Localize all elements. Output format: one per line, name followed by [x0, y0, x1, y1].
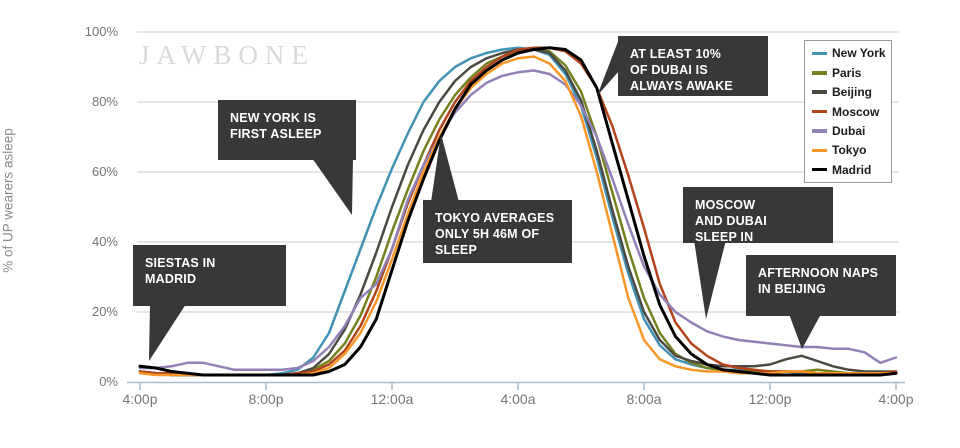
legend-label: Paris: [832, 65, 862, 80]
legend-item-tokyo: Tokyo: [812, 143, 891, 157]
legend-swatch-icon: [812, 71, 827, 75]
legend-swatch-icon: [812, 51, 827, 56]
x-axis-tick-label-12:00p: 12:00p: [748, 391, 792, 407]
x-axis-tick-label-12:00a: 12:00a: [370, 391, 414, 407]
callout-pointer-beijing-naps: [789, 314, 821, 349]
callout-beijing-naps: AFTERNOON NAPS IN BEIJING: [746, 255, 896, 316]
callout-siestas-madrid: SIESTAS IN MADRID: [133, 245, 286, 306]
legend-label: Tokyo: [832, 143, 867, 158]
legend-label: Beijing: [832, 85, 873, 100]
callout-tokyo-average: TOKYO AVERAGES ONLY 5H 46M OF SLEEP: [423, 200, 572, 263]
legend-item-beijing: Beijing: [812, 85, 891, 99]
y-axis-title: % of UP wearers asleep: [0, 128, 16, 273]
callout-pointer-new-york-first: [312, 158, 353, 215]
x-axis-tick-label-4:00p: 4:00p: [122, 391, 158, 407]
legend-item-madrid: Madrid: [812, 163, 891, 177]
series-line-dubai: [138, 69, 898, 372]
legend-item-new-york: New York: [812, 46, 891, 60]
x-axis-tick-label-8:00p: 8:00p: [248, 391, 284, 407]
y-axis-tick-label-60%: 60%: [91, 164, 118, 179]
x-axis-tick-label-8:00a: 8:00a: [626, 391, 662, 407]
legend-swatch-icon: [812, 148, 827, 152]
legend-label: New York: [832, 46, 886, 61]
legend-label: Madrid: [832, 162, 872, 177]
series-line-madrid: [138, 46, 898, 377]
y-axis-tick-label-80%: 80%: [91, 94, 118, 109]
legend-label: Dubai: [832, 123, 866, 138]
callout-new-york-first: NEW YORK IS FIRST ASLEEP: [218, 100, 356, 160]
y-axis-tick-label-40%: 40%: [91, 234, 118, 249]
x-axis-tick-label-4:00a: 4:00a: [500, 391, 536, 407]
callout-pointer-siestas-madrid: [149, 304, 186, 361]
y-axis-tick-label-100%: 100%: [84, 24, 118, 39]
legend-item-moscow: Moscow: [812, 105, 891, 119]
jawbone-logo: JAWBONE: [139, 40, 315, 70]
callout-dubai-awake: AT LEAST 10% OF DUBAI IS ALWAYS AWAKE: [618, 36, 768, 96]
x-axis-tick-label-4:00p: 4:00p: [878, 391, 914, 407]
legend-swatch-icon: [812, 90, 827, 94]
callout-pointer-dubai-awake: [597, 39, 619, 96]
legend-item-paris: Paris: [812, 66, 891, 80]
legend-label: Moscow: [832, 104, 880, 119]
y-axis-tick-label-20%: 20%: [91, 304, 118, 319]
legend: New York Paris Beijing Moscow Dubai Tokyo Madr…: [804, 40, 892, 183]
legend-swatch-icon: [812, 129, 827, 133]
legend-swatch-icon: [812, 109, 827, 114]
y-axis-tick-label-0%: 0%: [99, 374, 118, 389]
callout-pointer-tokyo-average: [431, 134, 459, 202]
callout-pointer-moscow-dubai: [694, 240, 726, 319]
callout-moscow-dubai: MOSCOW AND DUBAI SLEEP IN: [683, 187, 833, 244]
legend-swatch-icon: [812, 167, 827, 172]
legend-item-dubai: Dubai: [812, 124, 891, 138]
